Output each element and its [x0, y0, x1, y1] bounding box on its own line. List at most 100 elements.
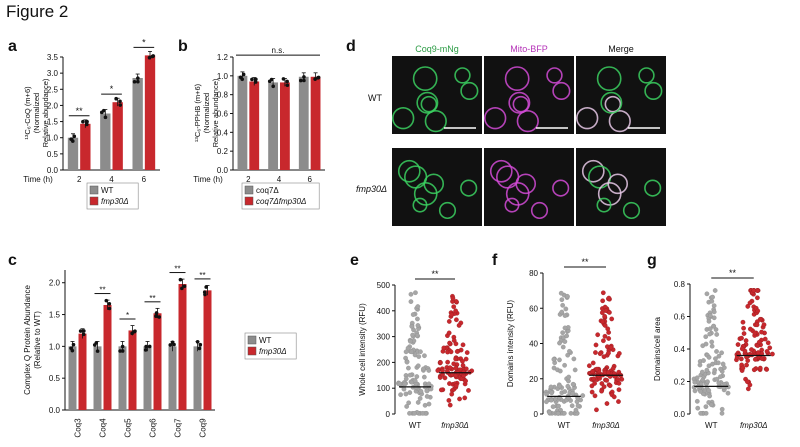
panel-f-data-point	[594, 407, 599, 413]
panel-a-xaxis-title: Time (h)	[23, 175, 53, 184]
panel-f-data-point	[567, 348, 572, 354]
panel-f-data-point	[616, 380, 622, 386]
cell-outline	[512, 95, 530, 113]
panel-b-data-point	[250, 77, 254, 82]
panel-b-bar	[298, 76, 309, 170]
panel-e-ytick-label: 200	[377, 358, 391, 367]
panel-g-data-point	[705, 379, 710, 385]
panel-g-data-point	[706, 318, 712, 324]
panel-g-data-point	[716, 353, 722, 359]
panel-b-xaxis-title: Time (h)	[193, 175, 223, 184]
panel-f-data-point	[557, 394, 562, 400]
panel-f-data-point	[593, 350, 598, 355]
panel-f-data-point	[562, 389, 568, 394]
panel-f-data-point	[566, 374, 572, 380]
panel-e-data-point	[420, 411, 426, 416]
panel-g-data-point	[703, 341, 709, 347]
panel-g-data-point	[765, 340, 771, 346]
panel-f-data-point	[565, 383, 571, 389]
panel-a-sig-label: **	[76, 106, 84, 116]
panel-c-legend-swatch	[247, 346, 257, 356]
panel-a-ytick-label: 1.0	[47, 134, 59, 143]
panel-f-data-point	[572, 367, 578, 373]
panel-e-ytick-label: 500	[377, 281, 391, 290]
panel-c-data-point	[104, 298, 109, 303]
panel-c-sig-label: **	[199, 271, 205, 280]
panel-c-legend-box	[244, 332, 297, 360]
cell-outline	[516, 109, 539, 133]
panel-c-data-point	[203, 292, 207, 297]
panel-e-data-point	[403, 391, 409, 397]
panel-f-data-point	[562, 325, 568, 331]
panel-e-data-point	[410, 312, 416, 317]
panel-c-data-point	[120, 349, 125, 353]
cell-outline	[505, 182, 530, 206]
panel-a-data-point	[81, 119, 85, 124]
cell-outline	[546, 67, 563, 84]
panel-f-ylabel: Domains intensity (RFU)	[506, 300, 515, 387]
panel-a-ytick-label: 0.5	[47, 150, 59, 159]
panel-g-data-point	[700, 377, 705, 383]
cell-outline	[607, 173, 629, 195]
panel-f-data-point	[544, 391, 549, 397]
panel-f-data-point	[580, 393, 586, 398]
panel-f-data-point	[557, 357, 562, 363]
panel-e-data-point	[445, 359, 450, 365]
panel-f-data-point	[592, 393, 598, 399]
panel-g-xtick-label: fmp30Δ	[740, 421, 768, 430]
panel-g-data-point	[719, 406, 725, 412]
panel-e-data-point	[422, 402, 428, 408]
panel-e-data-point	[409, 324, 415, 329]
panel-g-data-point	[711, 309, 717, 315]
panel-b-ylabel: Relative abundance)	[211, 78, 220, 147]
panel-e-data-point	[435, 368, 441, 373]
panel-a-data-point	[151, 54, 155, 58]
panel-e-data-point	[447, 402, 453, 408]
panel-c-bar	[103, 305, 112, 410]
panel-g-data-point	[709, 298, 715, 304]
panel-g-data-point	[694, 375, 700, 381]
panel-g-data-point	[751, 367, 757, 373]
panel-f-data-point	[601, 354, 607, 360]
panel-c-bar	[93, 346, 102, 410]
panel-e-data-point	[407, 338, 413, 344]
panel-g-data-point	[747, 300, 753, 306]
panel-g-data-point	[735, 342, 741, 347]
panel-c-bar	[203, 290, 212, 410]
panel-g-data-point	[764, 349, 770, 354]
panel-f-data-point	[570, 381, 576, 387]
panel-e-data-point	[447, 365, 453, 371]
panel-e-data-point	[398, 392, 403, 398]
panel-b-ytick-label: 0.2	[217, 147, 229, 156]
panel-b-bar	[249, 81, 260, 170]
panel-e-label: e	[350, 252, 359, 269]
panel-g-data-point	[745, 358, 751, 363]
panel-b-data-point	[302, 78, 306, 83]
panel-f-data-point	[607, 383, 613, 389]
panel-e-data-point	[403, 376, 409, 382]
panel-e-data-point	[460, 342, 466, 348]
panel-g-data-point	[706, 388, 712, 393]
panel-c-data-point	[180, 286, 184, 291]
panel-b-ytick-label: 0.0	[217, 166, 229, 175]
panel-a-bar	[80, 123, 91, 170]
panel-f-data-point	[591, 376, 597, 382]
panel-e-data-point	[463, 356, 469, 362]
panel-a-data-point	[147, 55, 152, 60]
panel-f-data-point	[571, 356, 577, 362]
panel-b-data-point	[285, 83, 290, 88]
panel-g-data-point	[718, 374, 723, 380]
panel-c-data-point	[107, 302, 112, 306]
panel-c-bar	[68, 346, 77, 410]
panel-g-data-point	[740, 319, 746, 325]
panel-g-data-point	[698, 389, 703, 394]
panel-e-data-point	[408, 299, 414, 304]
panel-g-data-point	[757, 365, 763, 371]
panel-c-data-point	[130, 331, 134, 336]
panel-c-label: c	[8, 252, 17, 269]
panel-g-data-point	[707, 326, 713, 332]
panel-f-data-point	[547, 409, 552, 415]
panel-g-data-point	[706, 363, 712, 369]
panel-b-ytick-label: 1.0	[217, 72, 229, 81]
cell-outline	[596, 66, 622, 91]
